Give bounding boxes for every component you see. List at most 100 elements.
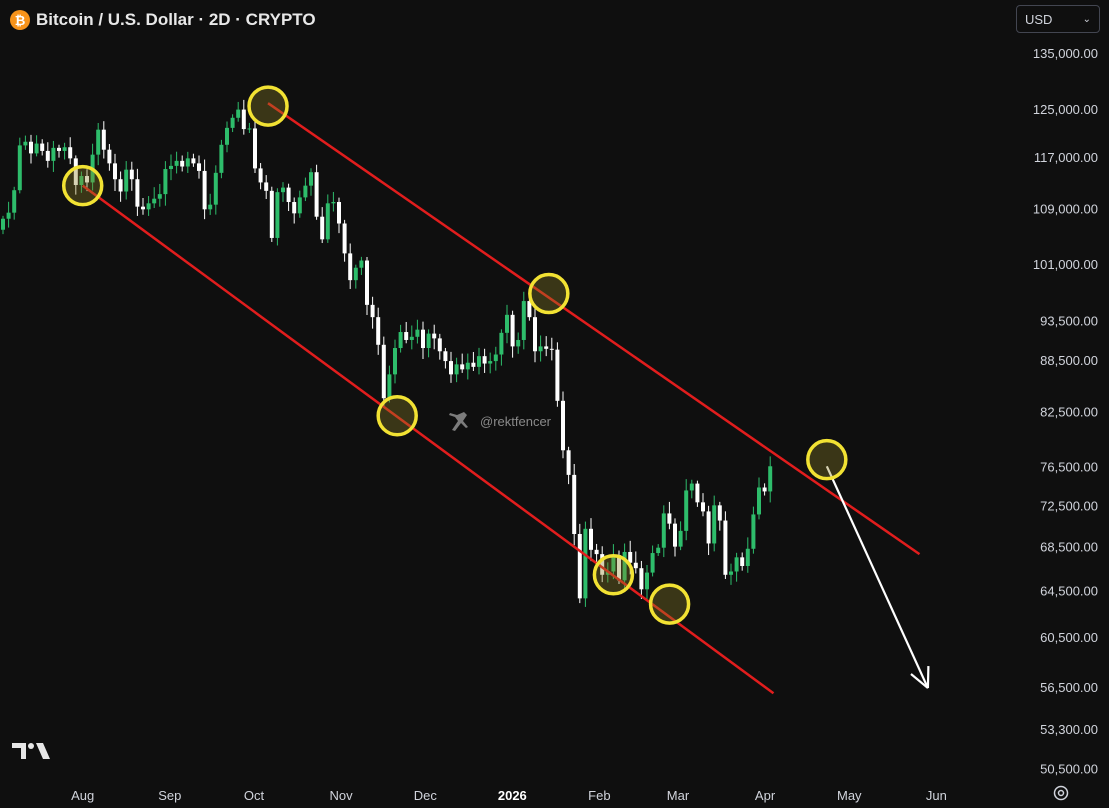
candle <box>505 304 509 344</box>
channel-line-upper[interactable] <box>267 102 921 556</box>
candle <box>135 168 140 216</box>
candle <box>353 264 358 289</box>
candle <box>286 183 291 212</box>
candle <box>499 329 504 366</box>
candle <box>667 501 672 530</box>
touch-marker[interactable] <box>61 164 104 207</box>
candle <box>191 153 196 167</box>
candle <box>432 324 437 350</box>
candle <box>141 197 145 215</box>
touch-marker[interactable] <box>648 583 691 625</box>
candle <box>208 193 213 215</box>
candle <box>253 118 257 173</box>
candle <box>561 391 565 459</box>
candle <box>180 155 185 172</box>
time-tick-label: ul <box>0 788 1 803</box>
candle <box>281 182 285 202</box>
price-axis: 135,000.00 125,000.00 117,000.00 109,000.00… <box>1033 46 1098 776</box>
candle <box>124 161 129 200</box>
candle <box>740 552 745 571</box>
candle <box>454 357 459 383</box>
price-tick-label: 72,500.00 <box>1040 498 1098 513</box>
candle <box>213 165 218 215</box>
channel-line-lower[interactable] <box>81 184 775 695</box>
candle <box>40 139 45 156</box>
candle <box>247 122 252 133</box>
time-tick-label: Dec <box>414 788 438 803</box>
candle <box>51 140 56 172</box>
candle <box>421 321 425 359</box>
candle <box>533 307 537 363</box>
candle <box>230 114 235 133</box>
tradingview-logo[interactable] <box>12 740 52 767</box>
candle <box>376 307 381 355</box>
candle <box>348 243 353 289</box>
candle <box>146 196 151 216</box>
touch-marker[interactable] <box>247 85 289 127</box>
candle <box>337 197 341 234</box>
candle <box>387 365 392 403</box>
time-tick-label: Feb <box>588 788 610 803</box>
candle <box>331 191 336 212</box>
candle <box>633 551 638 574</box>
candle <box>62 142 67 160</box>
time-tick-label: Oct <box>244 788 265 803</box>
candle <box>404 321 409 344</box>
candle <box>566 446 571 485</box>
candle <box>572 464 577 546</box>
candle <box>297 190 302 218</box>
candle <box>684 479 689 541</box>
candle <box>197 155 201 179</box>
candle <box>723 511 728 579</box>
watermark: @rektfencer <box>449 412 552 431</box>
candle <box>309 168 313 196</box>
price-tick-label: 93,500.00 <box>1040 313 1098 328</box>
candle <box>689 479 694 499</box>
settings-gear-icon[interactable] <box>1050 782 1072 804</box>
candle <box>577 523 582 604</box>
touch-marker[interactable] <box>806 438 848 481</box>
touch-marker[interactable] <box>376 395 418 437</box>
candle <box>482 348 487 373</box>
price-tick-label: 50,500.00 <box>1040 761 1098 776</box>
candle <box>465 353 470 380</box>
candle <box>381 336 386 407</box>
price-tick-label: 76,500.00 <box>1040 459 1098 474</box>
currency-select[interactable]: USD ⌄ <box>1016 5 1100 33</box>
candle <box>583 521 588 607</box>
symbol-title[interactable]: Bitcoin / U.S. Dollar · 2D · CRYPTO <box>36 10 316 29</box>
time-tick-label: May <box>837 788 862 803</box>
candle <box>325 194 330 243</box>
candle <box>639 560 644 599</box>
candle <box>359 256 364 275</box>
touch-marker[interactable] <box>592 554 635 596</box>
candle <box>712 495 717 552</box>
candle <box>645 564 649 601</box>
candle <box>695 480 700 507</box>
candle <box>365 256 369 316</box>
candle <box>79 171 84 193</box>
currency-label: USD <box>1025 11 1053 27</box>
projection-arrow[interactable] <box>825 465 929 689</box>
candle <box>219 139 224 179</box>
time-tick-label: 2026 <box>498 788 527 803</box>
candle <box>269 186 274 242</box>
price-tick-label: 88,500.00 <box>1040 353 1098 368</box>
touch-marker[interactable] <box>528 272 570 315</box>
candle <box>23 135 28 150</box>
candle <box>555 342 560 407</box>
price-tick-label: 60,500.00 <box>1040 630 1098 645</box>
candle <box>370 296 375 329</box>
candle <box>169 154 173 181</box>
candle <box>762 483 767 496</box>
chevron-down-icon: ⌄ <box>1082 13 1091 25</box>
candle <box>73 155 78 195</box>
candle <box>701 493 705 517</box>
candle <box>443 347 448 369</box>
price-tick-label: 125,000.00 <box>1033 102 1098 117</box>
candle <box>314 164 319 220</box>
candle <box>477 347 481 375</box>
candle <box>661 505 666 558</box>
candle <box>521 291 526 350</box>
